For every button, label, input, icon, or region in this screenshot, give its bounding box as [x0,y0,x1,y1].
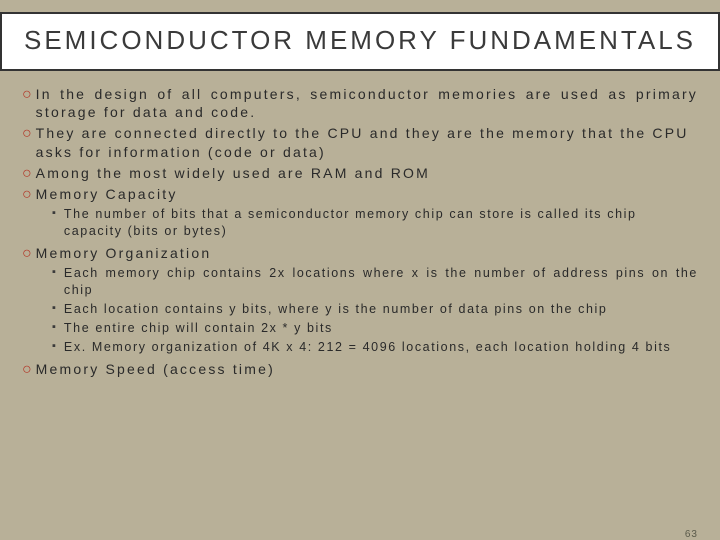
slide-title: SEMICONDUCTOR MEMORY FUNDAMENTALS [2,24,718,57]
square-bullet-icon: ▪ [52,265,56,280]
sub-bullet-item: ▪ Ex. Memory organization of 4K x 4: 212… [52,339,698,356]
bullet-item: ○ Memory Speed (access time) [22,360,698,379]
bullet-item: ○ In the design of all computers, semico… [22,85,698,123]
bullet-item: ○ Among the most widely used are RAM and… [22,164,698,183]
slide-body: ○ In the design of all computers, semico… [0,71,720,379]
title-header: SEMICONDUCTOR MEMORY FUNDAMENTALS [0,12,720,71]
circle-bullet-icon: ○ [22,85,32,104]
circle-bullet-icon: ○ [22,124,32,143]
slide: SEMICONDUCTOR MEMORY FUNDAMENTALS ○ In t… [0,12,720,540]
circle-bullet-icon: ○ [22,360,32,379]
square-bullet-icon: ▪ [52,301,56,316]
sub-bullet-item: ▪ The entire chip will contain 2x * y bi… [52,320,698,337]
sub-bullet-group: ▪ Each memory chip contains 2x locations… [22,265,698,355]
square-bullet-icon: ▪ [52,320,56,335]
bullet-text: Memory Capacity [36,185,698,204]
sub-bullet-group: ▪ The number of bits that a semiconducto… [22,206,698,240]
sub-bullet-text: The entire chip will contain 2x * y bits [64,320,698,337]
bullet-item: ○ Memory Organization [22,244,698,263]
square-bullet-icon: ▪ [52,206,56,221]
sub-bullet-item: ▪ Each memory chip contains 2x locations… [52,265,698,299]
bullet-item: ○ They are connected directly to the CPU… [22,124,698,162]
sub-bullet-text: Each memory chip contains 2x locations w… [64,265,698,299]
page-number: 63 [685,529,698,540]
circle-bullet-icon: ○ [22,244,32,263]
circle-bullet-icon: ○ [22,185,32,204]
bullet-text: In the design of all computers, semicond… [36,85,698,123]
sub-bullet-text: Each location contains y bits, where y i… [64,301,698,318]
circle-bullet-icon: ○ [22,164,32,183]
sub-bullet-item: ▪ The number of bits that a semiconducto… [52,206,698,240]
bullet-item: ○ Memory Capacity [22,185,698,204]
sub-bullet-text: Ex. Memory organization of 4K x 4: 212 =… [64,339,698,356]
sub-bullet-text: The number of bits that a semiconductor … [64,206,698,240]
sub-bullet-item: ▪ Each location contains y bits, where y… [52,301,698,318]
bullet-text: Memory Organization [36,244,698,263]
bullet-text: Among the most widely used are RAM and R… [36,164,698,183]
square-bullet-icon: ▪ [52,339,56,354]
bullet-text: Memory Speed (access time) [36,360,698,379]
bullet-text: They are connected directly to the CPU a… [36,124,698,162]
